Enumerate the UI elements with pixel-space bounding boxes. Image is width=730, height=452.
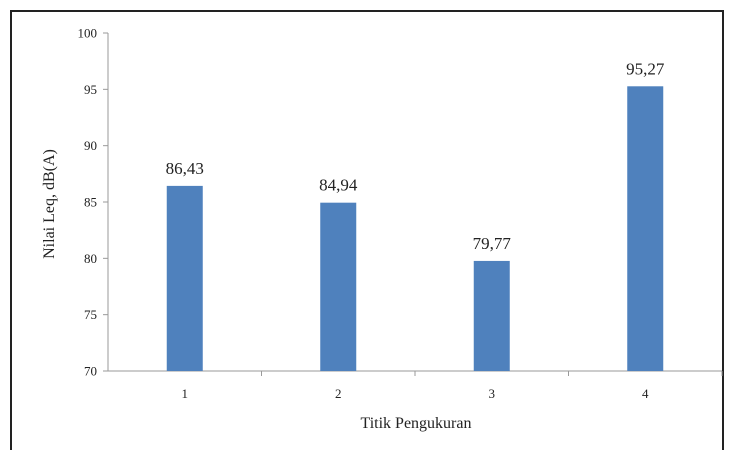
data-label: 95,27: [626, 59, 665, 78]
y-tick-label: 95: [84, 82, 97, 97]
y-tick-label: 85: [84, 195, 97, 210]
x-axis: 1 2 3 4: [108, 370, 723, 401]
x-tick-label: 3: [489, 386, 496, 401]
data-label: 79,77: [473, 234, 512, 253]
x-tick-label: 1: [182, 386, 189, 401]
y-tick-label: 100: [78, 26, 98, 41]
y-tick-label: 90: [84, 138, 97, 153]
bar: [320, 202, 357, 371]
y-axis: 70 75 80 85 90 95 100: [78, 26, 109, 379]
y-axis-title: Nilai Leq, dB(A): [41, 149, 58, 259]
y-tick-label: 75: [84, 307, 97, 322]
bar: [166, 185, 203, 371]
chart-frame: [10, 10, 724, 450]
x-tick-label: 2: [335, 386, 342, 401]
x-axis-title: Titik Pengukuran: [361, 415, 472, 432]
data-labels: 86,43 84,94 79,77 95,27: [166, 59, 665, 253]
data-label: 84,94: [319, 176, 358, 195]
x-tick-label: 4: [642, 386, 649, 401]
bar: [473, 260, 510, 371]
bar: [627, 86, 664, 372]
y-tick-label: 80: [84, 251, 97, 266]
y-tick-label: 70: [84, 364, 97, 379]
bars: [166, 86, 664, 372]
data-label: 86,43: [166, 159, 204, 178]
